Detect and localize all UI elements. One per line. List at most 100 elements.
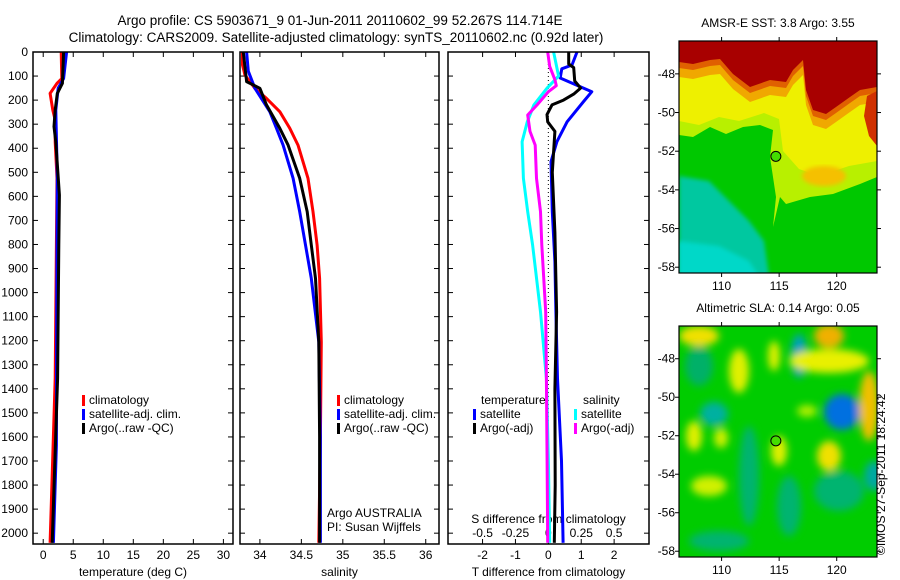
y-tick-label: 500 [8, 165, 28, 179]
series-line-satellite-adj-clim- [245, 51, 322, 543]
y-tick-label: 1300 [1, 358, 28, 372]
y-tick-label: 2000 [1, 526, 28, 540]
sla-map-image [679, 326, 877, 557]
x-tick-label: 2 [611, 548, 618, 562]
y-tick-label: 1900 [1, 502, 28, 516]
map-title: Altimetric SLA: 0.14 Argo: 0.05 [696, 301, 860, 315]
figure-title-line2: Climatology: CARS2009. Satellite-adjuste… [69, 30, 604, 45]
series-line-salinity-satellite [520, 51, 561, 543]
legend-swatch [337, 409, 340, 420]
profile-panels: 0100200300400500600700800900100011001200… [1, 45, 650, 579]
x-tick-label: 25 [187, 548, 201, 562]
panel-salinity: 34 34.5 35 35.5 36 salinity climatologysatelli… [239, 51, 440, 579]
map-frame [678, 325, 878, 558]
x-tick-label: 34 [253, 548, 267, 562]
y-tick-label: 1800 [1, 478, 28, 492]
x-tick-label: 5 [70, 548, 77, 562]
map-x-tick-label: 120 [827, 279, 847, 293]
legend-swatch [337, 395, 340, 406]
series-line-temperature-argo-adj- [545, 52, 583, 543]
x-tick-label: -1 [510, 548, 521, 562]
x-tick-label: 34.5 [290, 548, 314, 562]
map-y-tick-label: -56 [658, 222, 676, 236]
y-tick-label: 0 [21, 45, 28, 59]
x-tick-label: 36 [419, 548, 433, 562]
map-axes-sst-map: AMSR-E SST: 3.8 Argo: 3.55 110 115 120 -48 -5… [658, 16, 881, 293]
x-tick-label: 35.5 [373, 548, 397, 562]
map-y-tick-label: -56 [658, 506, 676, 520]
x-tick-label: 35 [336, 548, 350, 562]
figure-title-line1: Argo profile: CS 5903671_9 01-Jun-2011 2… [117, 13, 562, 28]
y-tick-label: 200 [8, 93, 28, 107]
x-axis-label: salinity [321, 565, 358, 579]
legend-swatch [337, 423, 340, 434]
y-tick-label: 1700 [1, 454, 28, 468]
annotation-text: PI: Susan Wijffels [327, 520, 421, 534]
y-tick-label: 700 [8, 213, 28, 227]
sst-map-image [679, 41, 877, 273]
map-y-tick-label: -58 [658, 260, 676, 274]
legend-label: Argo(..raw -QC) [89, 421, 174, 435]
x-tick-label: 1 [578, 548, 585, 562]
map-y-tick-label: -58 [658, 544, 676, 558]
series-line-argo-raw-qc- [241, 51, 322, 543]
legend-swatch [574, 423, 577, 434]
map-y-tick-label: -50 [658, 390, 676, 404]
s-x-tick-label: 0.25 [570, 526, 594, 540]
legend-label: Argo(..raw -QC) [344, 421, 429, 435]
s-x-tick-label: -0.25 [502, 526, 530, 540]
y-tick-label: 1200 [1, 334, 28, 348]
map-x-tick-label: 110 [712, 563, 731, 577]
y-tick-label: 900 [8, 262, 28, 276]
legend-label: satellite [480, 407, 521, 421]
map-y-tick-label: -54 [658, 467, 676, 481]
series-line-salinity-argo-adj- [526, 51, 558, 543]
legend-swatch [473, 409, 476, 420]
argo-float-marker [770, 435, 782, 447]
map-panels: ©IMOS 27-Sep-2011 18:24:42 AMSR-E SST: 3… [658, 16, 888, 577]
legend-label: satellite [581, 407, 622, 421]
panel-temperature: 0100200300400500600700800900100011001200… [1, 45, 234, 579]
y-tick-label: 1100 [2, 310, 28, 324]
y-tick-label: 300 [8, 117, 28, 131]
legend-label: climatology [89, 393, 149, 407]
legend-swatch [82, 423, 85, 434]
map-axes-sla-map: Altimetric SLA: 0.14 Argo: 0.05 110 115 120… [658, 301, 881, 577]
legend-label: Argo(-adj) [480, 421, 533, 435]
map-title: AMSR-E SST: 3.8 Argo: 3.55 [701, 16, 855, 30]
legend-swatch [574, 409, 577, 420]
y-tick-label: 1600 [1, 430, 28, 444]
map-frame [678, 40, 878, 274]
x-tick-label: 10 [97, 548, 111, 562]
map-x-tick-label: 120 [827, 563, 847, 577]
legend-swatch [82, 395, 85, 406]
x-tick-label: -2 [477, 548, 488, 562]
series-line-argo-raw-qc- [50, 51, 66, 543]
legend-label: satellite-adj. clim. [344, 407, 436, 421]
x-tick-label: 0 [545, 548, 552, 562]
map-y-tick-label: -52 [658, 429, 676, 443]
legend-label: Argo(-adj) [581, 421, 634, 435]
y-tick-label: 600 [8, 189, 28, 203]
x-tick-label: 0 [40, 548, 47, 562]
y-tick-label: 800 [8, 237, 28, 251]
plot-frame [239, 51, 440, 545]
map-y-tick-label: -48 [658, 67, 676, 81]
y-tick-label: 100 [8, 69, 28, 83]
plot-frame [447, 51, 650, 545]
legend-swatch [82, 409, 85, 420]
map-x-tick-label: 115 [770, 563, 789, 577]
map-x-tick-label: 115 [770, 279, 789, 293]
x-axis-label: temperature (deg C) [79, 565, 187, 579]
map-x-tick-label: 110 [712, 279, 731, 293]
legend-swatch [473, 423, 476, 434]
series-line-climatology [241, 52, 323, 543]
legend-header-temperature: temperature [481, 393, 546, 407]
y-tick-label: 1000 [1, 286, 28, 300]
annotation-text: Argo AUSTRALIA [327, 506, 422, 520]
x-tick-label: 20 [157, 548, 171, 562]
y-tick-label: 400 [8, 141, 28, 155]
plot-frame [32, 51, 234, 545]
y-tick-label: 1500 [1, 406, 28, 420]
